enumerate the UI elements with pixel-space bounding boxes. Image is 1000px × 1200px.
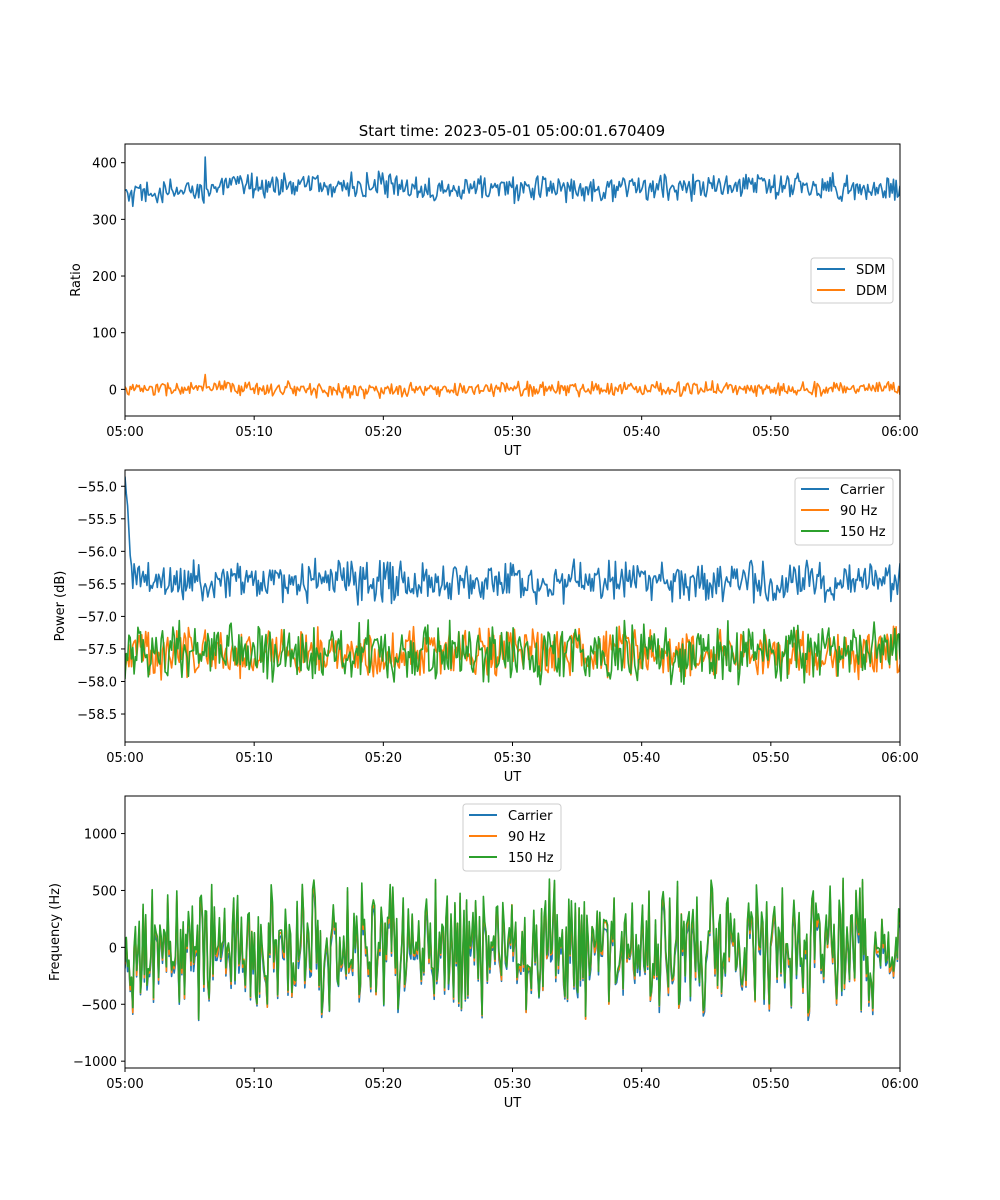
legend-box	[794, 477, 894, 546]
y-tick-label: −57.0	[77, 610, 117, 625]
y-tick-label: −58.0	[77, 675, 117, 690]
legend-label: Carrier	[840, 483, 885, 498]
y-tick-label: 0	[109, 383, 117, 398]
y-tick-label: 500	[92, 884, 117, 899]
x-tick-label: 05:30	[494, 1077, 531, 1092]
x-tick-label: 05:00	[106, 425, 143, 440]
x-tick-label: 06:00	[881, 425, 918, 440]
legend-label: SDM	[856, 263, 885, 278]
x-tick-label: 05:30	[494, 751, 531, 766]
y-tick-label: 1000	[84, 828, 117, 843]
y-tick-label: 0	[109, 941, 117, 956]
y-tick-label: −55.0	[77, 480, 117, 495]
legend: Carrier 90 Hz 150 Hz	[794, 477, 894, 546]
y-tick-label: −56.5	[77, 578, 117, 593]
y-axis-label: Power (dB)	[53, 571, 68, 642]
legend-label: DDM	[856, 284, 887, 299]
y-tick-label: 100	[92, 327, 117, 342]
y-tick-label: −1000	[73, 1055, 117, 1070]
y-tick-label: −57.5	[77, 643, 117, 658]
series-group	[125, 156, 900, 400]
x-tick-label: 06:00	[881, 751, 918, 766]
y-tick-label: −55.5	[77, 513, 117, 528]
x-tick-label: 05:00	[106, 1077, 143, 1092]
x-tick-label: 05:10	[235, 1077, 272, 1092]
legend-label: 90 Hz	[508, 830, 545, 845]
legend-label: 150 Hz	[840, 525, 886, 540]
series-line-sdm	[125, 156, 900, 208]
series-group	[125, 877, 900, 1022]
series-line-150-hz	[125, 877, 900, 1021]
x-tick-label: 05:30	[494, 425, 531, 440]
x-tick-label: 05:50	[752, 425, 789, 440]
x-tick-label: 05:10	[235, 751, 272, 766]
x-tick-label: 05:40	[623, 1077, 660, 1092]
y-axis-label: Frequency (Hz)	[48, 883, 63, 981]
y-tick-label: 400	[92, 157, 117, 172]
legend-label: 150 Hz	[508, 851, 554, 866]
figure-title: Start time: 2023-05-01 05:00:01.670409	[359, 122, 665, 140]
x-tick-label: 05:20	[365, 425, 402, 440]
x-axis-label: UT	[504, 770, 522, 785]
y-tick-label: −56.0	[77, 545, 117, 560]
y-tick-label: 300	[92, 213, 117, 228]
chart-panel-2: 05:00 05:10 05:20 05:30 05:40 05:50 06:00 −55.0…	[53, 469, 919, 785]
x-tick-label: 06:00	[881, 1077, 918, 1092]
chart-panel-3: 05:00 05:10 05:20 05:30 05:40 05:50 06:00 −1000…	[48, 795, 919, 1111]
x-tick-label: 05:00	[106, 751, 143, 766]
series-line-150-hz	[125, 619, 900, 686]
legend: SDM DDM	[810, 257, 894, 304]
series-group	[125, 476, 900, 686]
x-tick-label: 05:50	[752, 751, 789, 766]
series-line-carrier	[125, 476, 900, 606]
legend-label: Carrier	[508, 809, 553, 824]
y-tick-label: −500	[81, 998, 117, 1013]
x-axis-label: UT	[504, 444, 522, 459]
x-tick-label: 05:40	[623, 751, 660, 766]
x-tick-label: 05:50	[752, 1077, 789, 1092]
legend-box	[462, 803, 562, 872]
y-tick-label: 200	[92, 270, 117, 285]
x-tick-label: 05:20	[365, 1077, 402, 1092]
x-tick-label: 05:20	[365, 751, 402, 766]
y-tick-label: −58.5	[77, 708, 117, 723]
plot-frame	[124, 469, 901, 743]
x-tick-label: 05:10	[235, 425, 272, 440]
legend-label: 90 Hz	[840, 504, 877, 519]
y-axis-label: Ratio	[69, 263, 84, 296]
legend: Carrier 90 Hz 150 Hz	[462, 803, 562, 872]
series-line-ddm	[125, 373, 900, 400]
x-tick-label: 05:40	[623, 425, 660, 440]
x-axis-label: UT	[504, 1096, 522, 1111]
chart-panel-1: 05:00 05:10 05:20 05:30 05:40 05:50 06:00 0 100 2…	[69, 143, 919, 459]
